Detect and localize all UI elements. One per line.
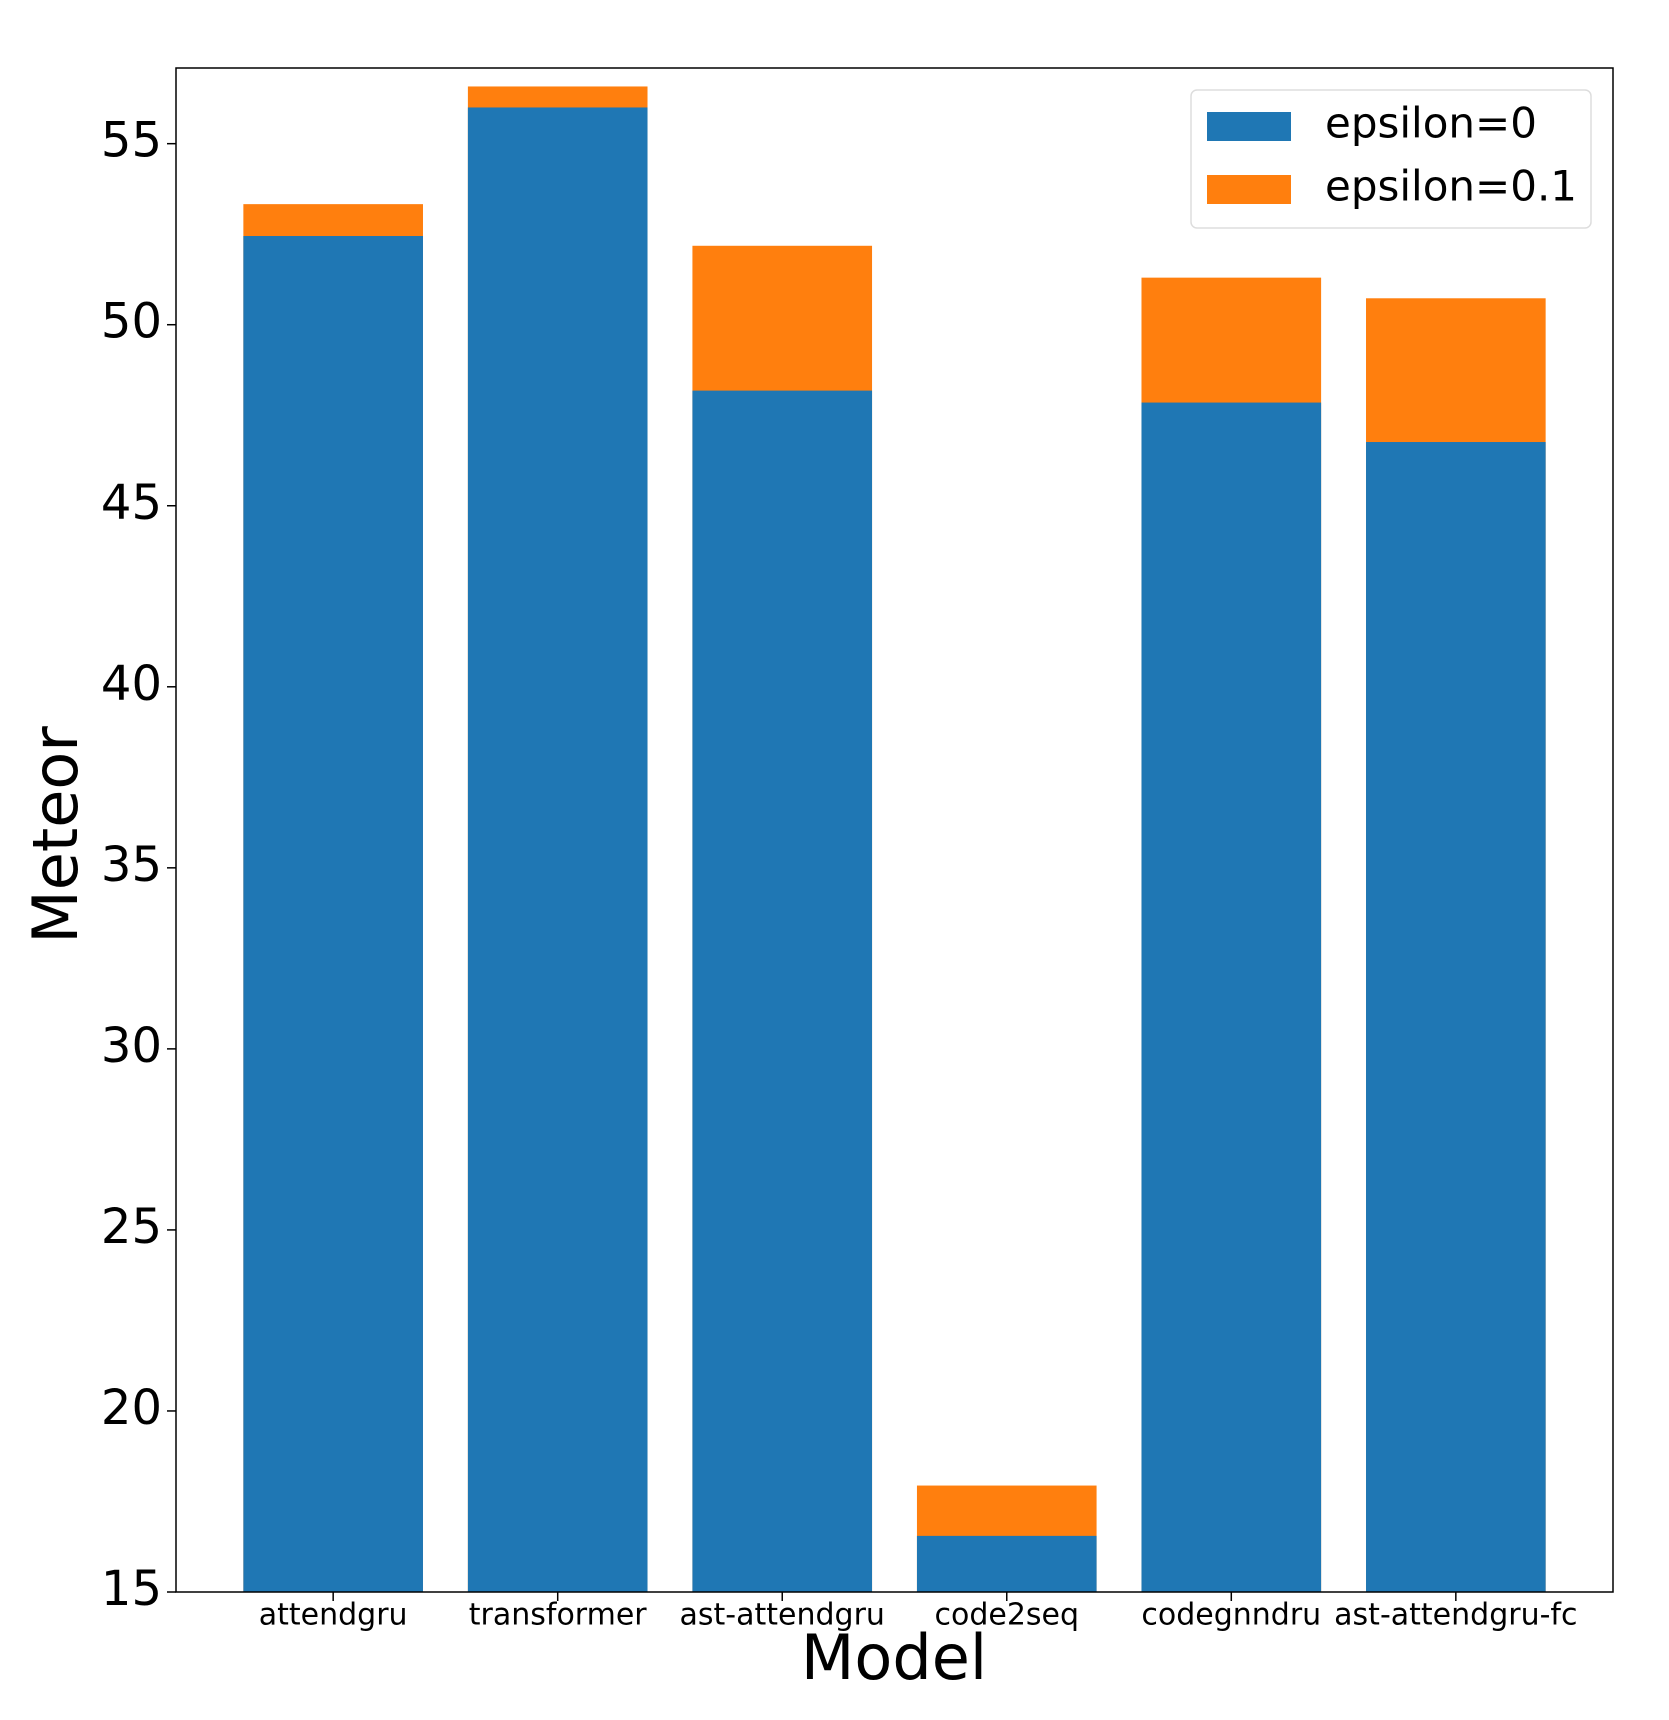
y-tick-label: 15	[101, 1561, 162, 1617]
y-axis-label: Meteor	[19, 726, 92, 944]
y-tick-label: 20	[101, 1380, 162, 1436]
x-tick-label: code2seq	[934, 1598, 1079, 1633]
x-tick-label: attendgru	[259, 1598, 408, 1633]
y-tick-label: 40	[101, 656, 162, 712]
y-tick-label: 50	[101, 294, 162, 350]
y-tick-label: 55	[101, 113, 162, 169]
x-axis-label: Model	[801, 1621, 987, 1694]
bar	[1366, 442, 1546, 1593]
plot-frame	[175, 67, 1614, 1593]
x-tick-label: ast-attendgru	[680, 1598, 885, 1633]
x-tick-label: transformer	[469, 1598, 648, 1633]
bar	[916, 1535, 1097, 1592]
bar	[467, 107, 648, 1593]
y-tick-label: 25	[101, 1199, 162, 1255]
legend-swatch	[1207, 175, 1291, 204]
legend-label: epsilon=0.1	[1325, 162, 1577, 211]
bar	[1141, 402, 1322, 1592]
y-tick-label: 35	[101, 837, 162, 893]
y-tick-label: 30	[101, 1018, 162, 1074]
bar	[243, 236, 423, 1592]
x-tick-label: ast-attendgru-fc	[1334, 1598, 1577, 1633]
x-tick-label: codegnndru	[1141, 1598, 1321, 1633]
bar	[692, 390, 873, 1593]
y-tick-label: 45	[101, 475, 162, 531]
legend-label: epsilon=0	[1325, 99, 1537, 148]
legend-swatch	[1207, 112, 1291, 141]
